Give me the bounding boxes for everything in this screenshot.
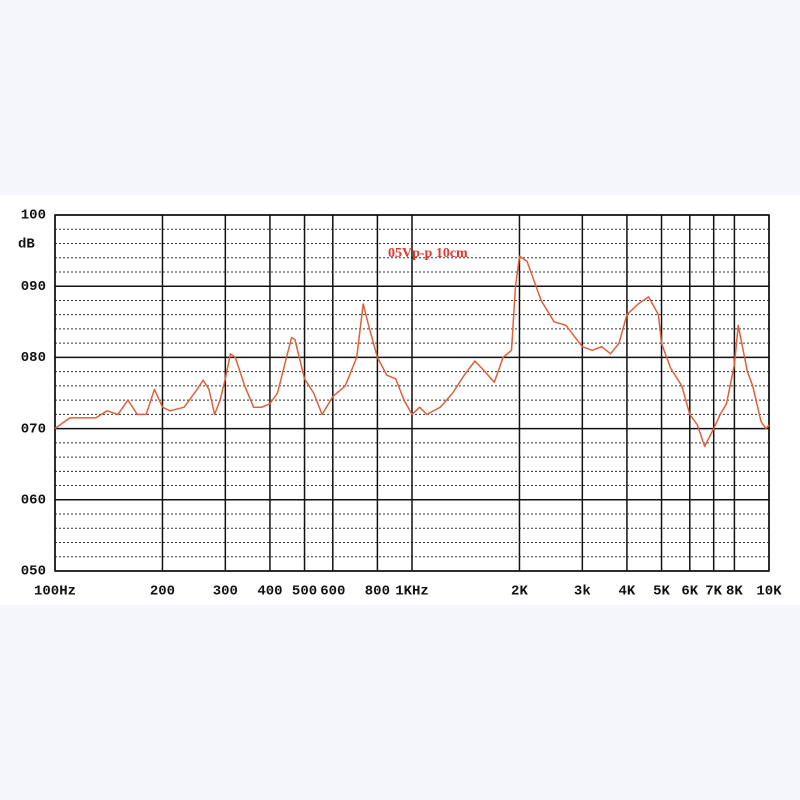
y-tick-label: 070 (21, 421, 46, 437)
x-tick-label: 3k (574, 584, 591, 600)
x-tick-label: 5K (653, 584, 670, 600)
x-tick-label: 500 (292, 584, 317, 600)
x-tick-label: 400 (257, 584, 282, 600)
x-tick-label: 800 (365, 584, 390, 600)
y-axis-label: dB (18, 237, 35, 253)
x-tick-label: 7K (705, 584, 722, 600)
x-tick-label: 10K (756, 584, 782, 600)
y-tick-label: 080 (21, 350, 46, 366)
x-tick-label: 1KHz (395, 584, 429, 600)
x-tick-label: 4K (619, 584, 636, 600)
x-tick-label: 8K (726, 584, 743, 600)
annotation: 05Vp-p 10cm (388, 246, 468, 261)
x-tick-label: 200 (150, 584, 175, 600)
y-tick-label: 100 (21, 208, 46, 224)
y-tick-label: 050 (21, 564, 46, 580)
y-tick-label: 090 (21, 279, 46, 295)
plot-frame (54, 214, 770, 572)
x-tick-label: 2K (511, 584, 528, 600)
y-tick-label: 060 (21, 493, 46, 509)
x-tick-label: 300 (213, 584, 238, 600)
x-tick-label: 600 (320, 584, 345, 600)
response-line (54, 255, 770, 448)
x-tick-label: 6K (681, 584, 698, 600)
x-tick-label: 100Hz (34, 584, 76, 600)
